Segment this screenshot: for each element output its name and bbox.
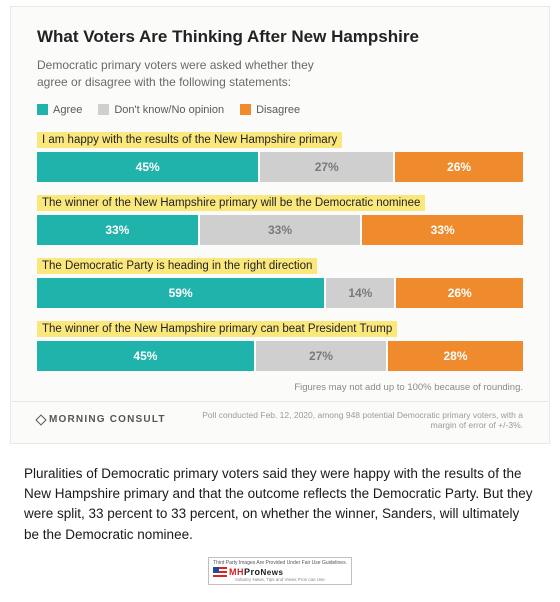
question-block: The winner of the New Hampshire primary … [37, 319, 523, 371]
legend-item-dontknow: Don't know/No opinion [98, 104, 224, 116]
question-label: The winner of the New Hampshire primary … [37, 195, 425, 211]
flag-icon [213, 567, 227, 577]
chart-card: What Voters Are Thinking After New Hamps… [10, 6, 550, 444]
legend-label-dontknow: Don't know/No opinion [114, 104, 224, 116]
bar-row: 33%33%33% [37, 215, 523, 245]
chart-legend: Agree Don't know/No opinion Disagree [37, 104, 523, 116]
bar-segment-dontknow: 27% [256, 341, 386, 371]
bar-segment-agree: 45% [37, 341, 254, 371]
article-caption: Pluralities of Democratic primary voters… [0, 458, 560, 557]
legend-item-disagree: Disagree [240, 104, 300, 116]
logo-tagline: Industry News, Tips and Views Pros can U… [213, 577, 347, 582]
bar-row: 45%27%28% [37, 341, 523, 371]
bar-segment-dontknow: 27% [260, 152, 393, 182]
bar-segment-dontknow: 33% [200, 215, 361, 245]
logo-news: News [261, 568, 284, 577]
chart-bars-container: I am happy with the results of the New H… [37, 130, 523, 371]
logo-box: Third Party Images Are Provided Under Fa… [208, 557, 352, 585]
source-brand-icon [35, 414, 46, 425]
legend-label-agree: Agree [53, 104, 82, 116]
source-brand: MORNING CONSULT [37, 414, 166, 425]
bar-segment-agree: 59% [37, 278, 324, 308]
bar-row: 45%27%26% [37, 152, 523, 182]
question-block: I am happy with the results of the New H… [37, 130, 523, 182]
source-brand-text: MORNING CONSULT [49, 414, 166, 425]
question-block: The Democratic Party is heading in the r… [37, 256, 523, 308]
bar-segment-agree: 33% [37, 215, 198, 245]
logo-pro: Pro [244, 567, 261, 577]
bar-segment-disagree: 26% [395, 152, 523, 182]
bar-segment-disagree: 33% [362, 215, 523, 245]
legend-item-agree: Agree [37, 104, 82, 116]
logo-disclaimer: Third Party Images Are Provided Under Fa… [213, 560, 347, 566]
source-meta: Poll conducted Feb. 12, 2020, among 948 … [193, 410, 523, 430]
chart-title: What Voters Are Thinking After New Hamps… [37, 27, 523, 47]
chart-subtitle: Democratic primary voters were asked whe… [37, 57, 347, 92]
bar-segment-dontknow: 14% [326, 278, 394, 308]
chart-footnote: Figures may not add up to 100% because o… [37, 382, 523, 393]
question-label: The winner of the New Hampshire primary … [37, 321, 397, 337]
legend-label-disagree: Disagree [256, 104, 300, 116]
chart-source-row: MORNING CONSULT Poll conducted Feb. 12, … [11, 401, 549, 433]
legend-swatch-disagree [240, 104, 251, 115]
question-label: The Democratic Party is heading in the r… [37, 258, 317, 274]
bar-segment-disagree: 28% [388, 341, 523, 371]
bar-row: 59%14%26% [37, 278, 523, 308]
question-block: The winner of the New Hampshire primary … [37, 193, 523, 245]
legend-swatch-agree [37, 104, 48, 115]
logo-text: MHProNews [229, 567, 283, 577]
question-label: I am happy with the results of the New H… [37, 132, 342, 148]
logo-brand: MHProNews [213, 567, 347, 577]
logo-mh: MH [229, 567, 244, 577]
bar-segment-agree: 45% [37, 152, 258, 182]
logo-container: Third Party Images Are Provided Under Fa… [0, 557, 560, 594]
bar-segment-disagree: 26% [396, 278, 523, 308]
legend-swatch-dontknow [98, 104, 109, 115]
